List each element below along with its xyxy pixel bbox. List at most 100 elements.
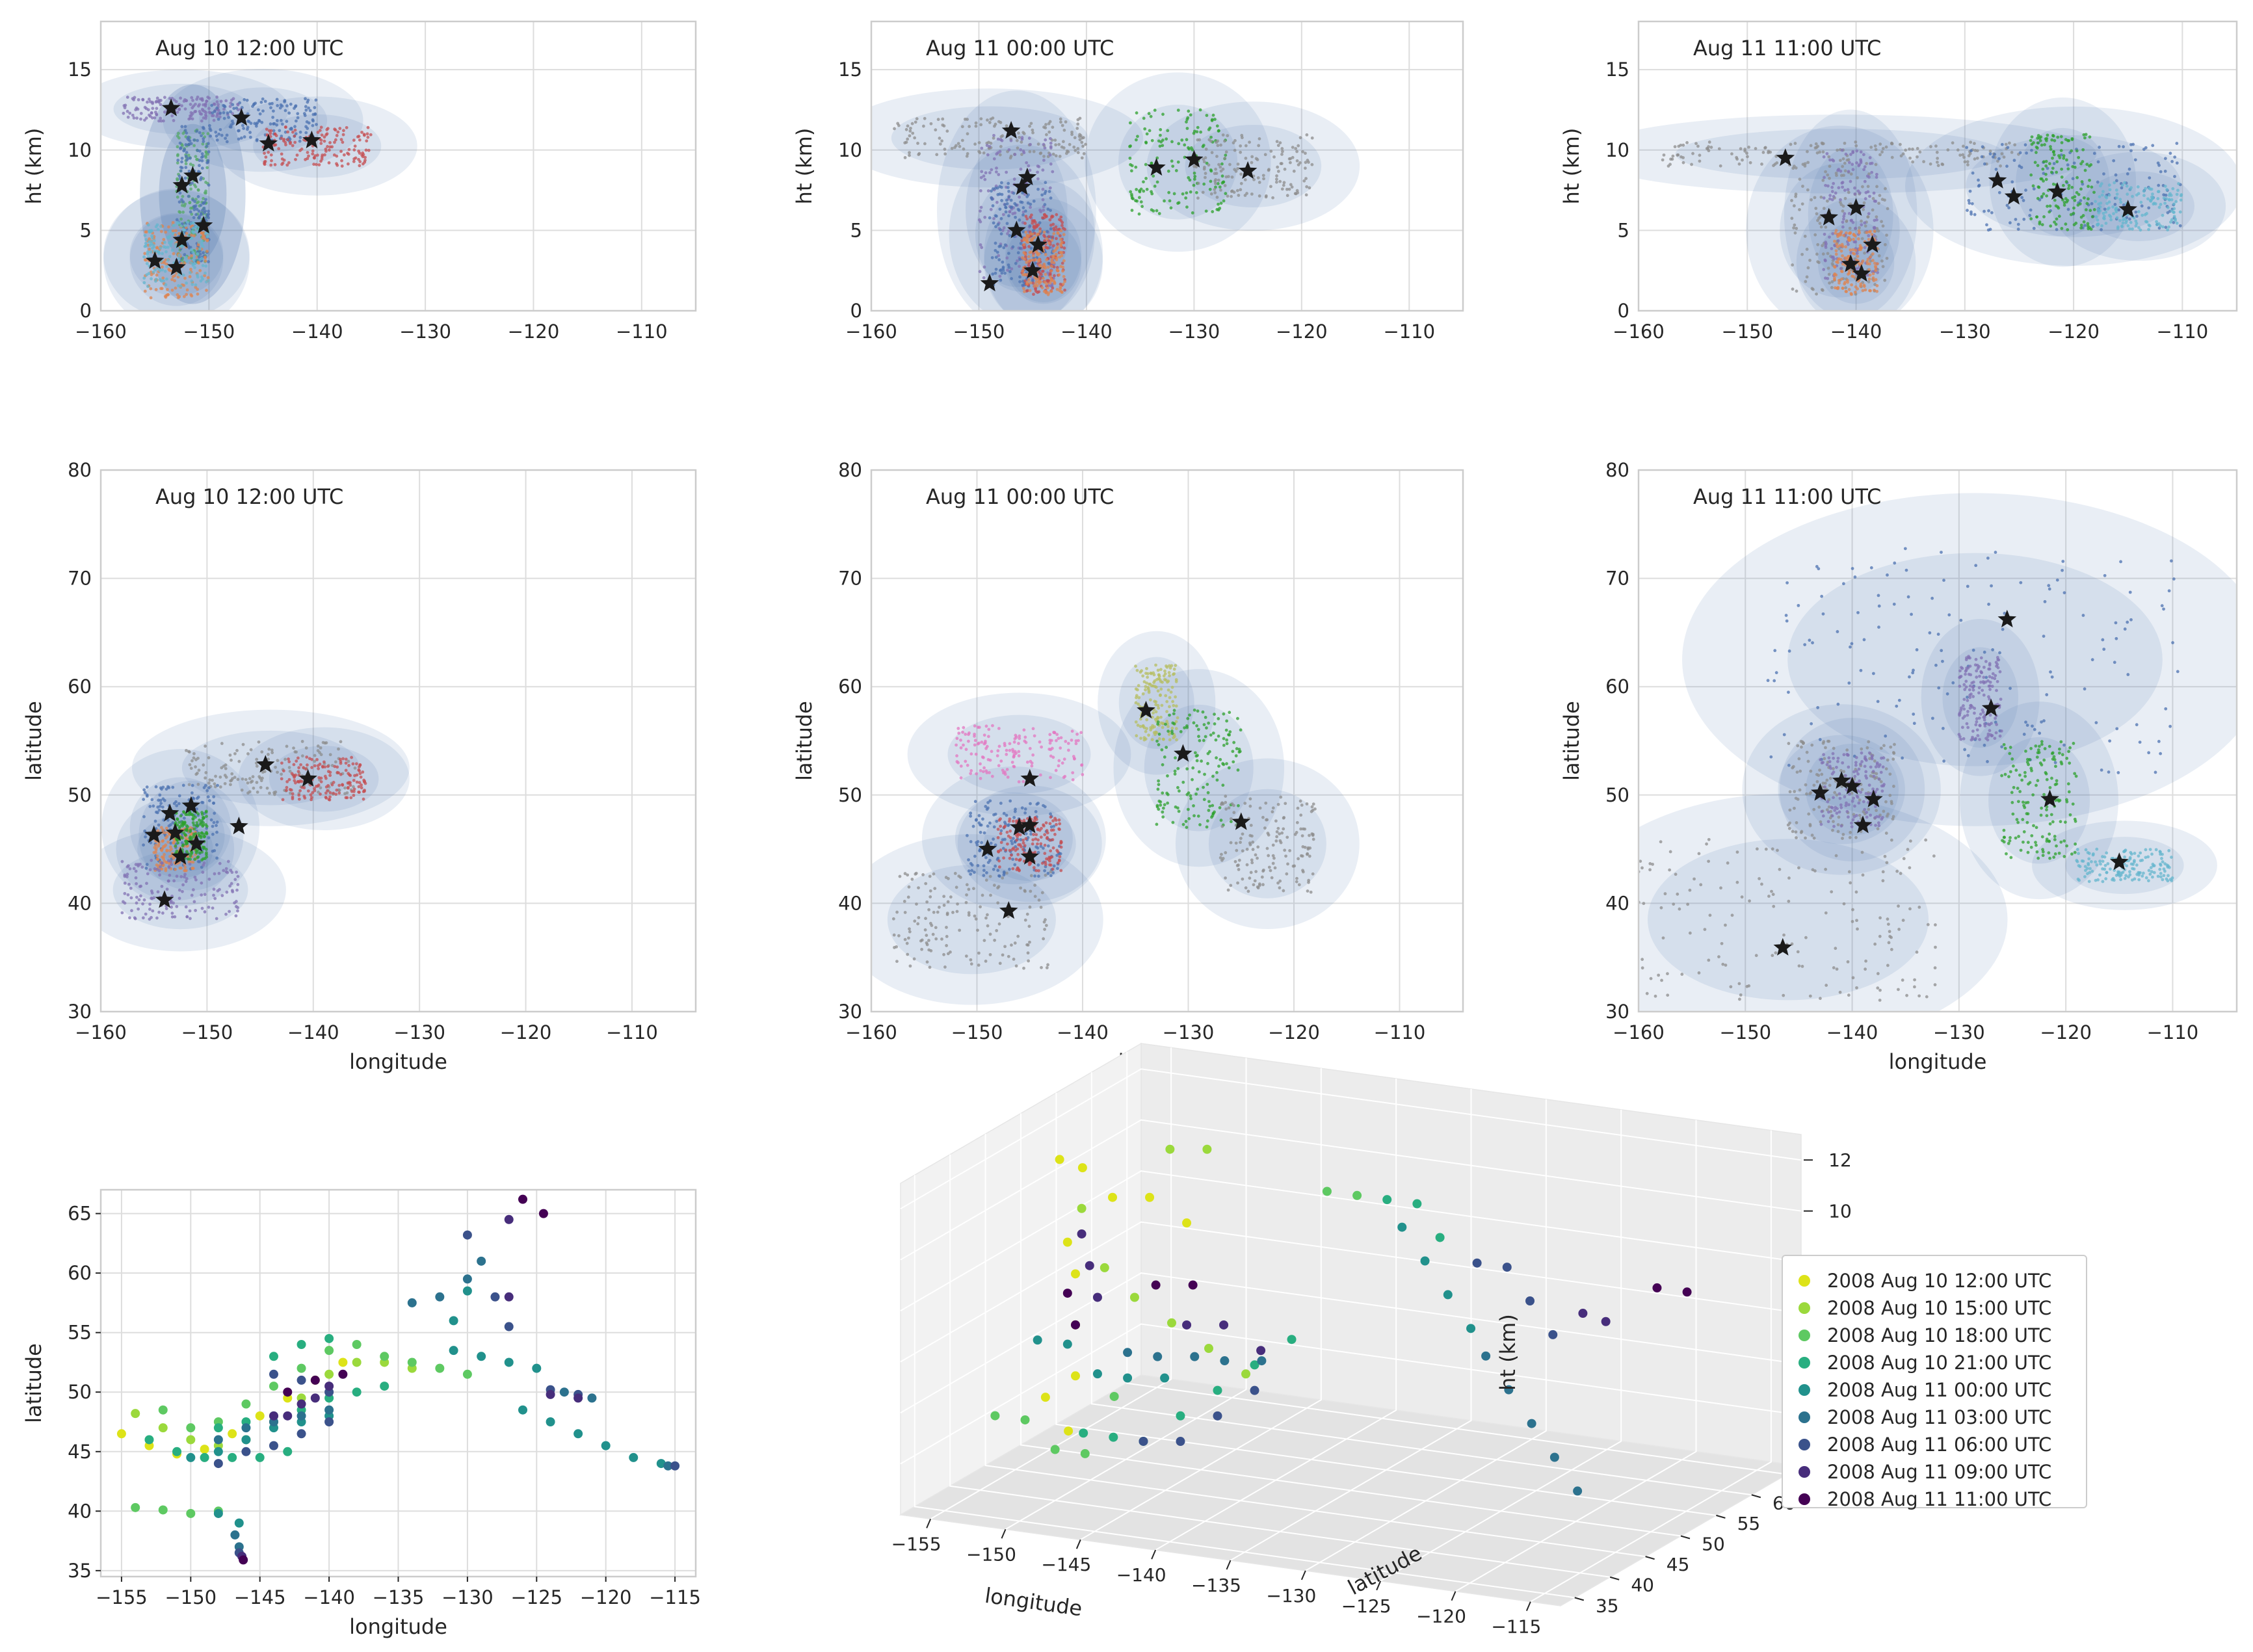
particle [1041, 187, 1045, 191]
particle [187, 813, 191, 817]
particle [285, 785, 289, 789]
particle [1028, 289, 1032, 293]
particle [1843, 256, 1847, 260]
particle [1059, 215, 1063, 219]
particle [1143, 127, 1147, 131]
particle [1233, 148, 1237, 152]
particle [1201, 710, 1205, 714]
particle [2094, 215, 2098, 218]
particle [352, 138, 356, 142]
particle [196, 275, 200, 279]
particle [1195, 724, 1199, 728]
particle [1846, 280, 1849, 284]
particle [1743, 149, 1747, 153]
particle [1707, 140, 1711, 144]
particle [353, 144, 357, 148]
particle [1841, 254, 1845, 257]
particle [2083, 168, 2087, 172]
particle [263, 163, 267, 166]
particle [1872, 279, 1876, 282]
particle [284, 143, 287, 147]
particle [196, 252, 200, 256]
particle [231, 97, 235, 101]
particle [1051, 215, 1055, 218]
particle [1157, 783, 1161, 787]
particle [1159, 803, 1163, 807]
particle [143, 244, 147, 248]
particle [1135, 734, 1139, 738]
particle [1189, 796, 1192, 800]
particle [1225, 738, 1229, 742]
particle [1160, 748, 1164, 752]
particle [270, 748, 274, 752]
particle [211, 111, 215, 115]
particle [1232, 811, 1236, 815]
particle [184, 836, 188, 840]
particle [2159, 224, 2163, 228]
particle [2176, 189, 2180, 192]
particle [990, 196, 994, 200]
particle [170, 96, 174, 100]
particle [1191, 211, 1194, 215]
particle [999, 121, 1003, 124]
particle [1006, 232, 1009, 235]
particle [1261, 815, 1265, 819]
particle [200, 893, 204, 897]
particle [298, 139, 302, 143]
particle [1181, 822, 1185, 826]
particle [347, 785, 350, 789]
particle [170, 911, 174, 915]
particle [2140, 204, 2144, 208]
particle [144, 238, 148, 241]
particle [980, 246, 984, 250]
particle [1007, 148, 1011, 151]
particle [1285, 835, 1289, 839]
particle [1209, 179, 1213, 183]
particle [339, 740, 343, 744]
particle [2032, 226, 2036, 230]
particle [1673, 145, 1677, 149]
particle [1282, 181, 1286, 185]
particle [1851, 163, 1854, 166]
particle [1129, 169, 1133, 173]
particle [2013, 143, 2017, 147]
particle [336, 765, 339, 769]
particle [319, 159, 323, 163]
particle [1154, 685, 1158, 689]
particle [2072, 206, 2075, 210]
particle [2046, 133, 2049, 137]
particle [1007, 181, 1010, 185]
particle [1861, 185, 1864, 189]
particle [1245, 863, 1249, 867]
particle [1192, 183, 1196, 187]
particle [174, 100, 178, 103]
particle [1050, 265, 1053, 269]
particle [1237, 748, 1241, 751]
particle [218, 861, 222, 865]
particle [286, 138, 289, 142]
particle [191, 817, 195, 820]
particle [195, 796, 199, 800]
particle [291, 130, 295, 134]
particle [185, 151, 189, 154]
particle [313, 787, 317, 791]
particle [194, 109, 198, 113]
particle [1208, 804, 1212, 808]
particle [1291, 155, 1295, 159]
particle [1196, 196, 1200, 200]
particle [1209, 169, 1213, 173]
cluster-center-star [160, 804, 179, 822]
particle [236, 778, 240, 781]
x-tick-label: −160 [75, 321, 127, 343]
particle [149, 250, 153, 254]
particle [129, 886, 133, 890]
particle [359, 775, 363, 779]
particle [1158, 677, 1162, 681]
particle [983, 215, 987, 219]
particle [336, 130, 340, 134]
particle [1754, 147, 1758, 150]
particle [1820, 141, 1824, 145]
particle [1916, 146, 1919, 150]
particle [2178, 224, 2182, 228]
particle [349, 774, 352, 778]
